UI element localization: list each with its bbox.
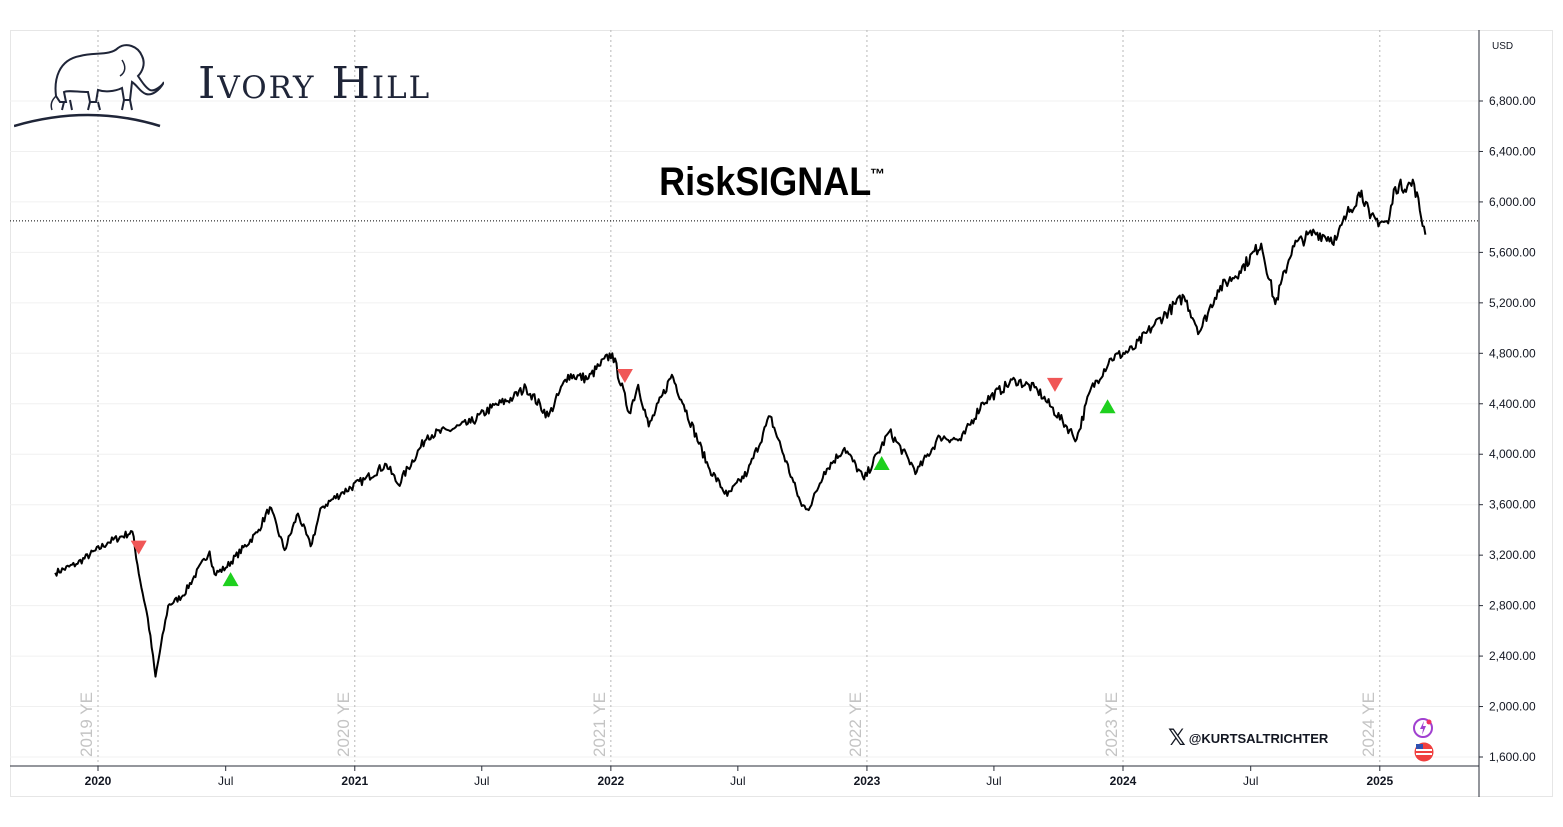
x-tick-label: Jul <box>730 774 745 788</box>
year-end-label: 2024 YE <box>1359 692 1378 757</box>
y-tick-label: 2,000.00 <box>1489 700 1536 714</box>
chart-title: RiskSIGNAL <box>659 160 872 204</box>
lightning-icon[interactable] <box>1413 718 1433 738</box>
x-tick-label: 2021 <box>341 774 368 788</box>
y-tick-label: 3,200.00 <box>1489 548 1536 562</box>
y-tick-label: 4,800.00 <box>1489 346 1536 360</box>
x-tick-label: 2020 <box>85 774 112 788</box>
side-icons[interactable] <box>1412 716 1436 764</box>
y-tick-label: 6,000.00 <box>1489 195 1536 209</box>
x-tick-label: Jul <box>474 774 489 788</box>
buy-signal-marker[interactable] <box>873 456 890 471</box>
buy-signal-marker[interactable] <box>222 572 239 587</box>
brand-name: Ivory Hill <box>198 58 432 109</box>
buy-signal-marker[interactable] <box>1099 399 1116 414</box>
y-tick-label: 5,200.00 <box>1489 296 1536 310</box>
y-tick-label: 2,400.00 <box>1489 649 1536 663</box>
social-handle[interactable]: 𝕏 @KURTSALTRICHTER <box>1168 725 1329 750</box>
year-end-label: 2021 YE <box>590 692 609 757</box>
y-tick-label: 3,600.00 <box>1489 498 1536 512</box>
sell-signal-marker[interactable] <box>130 540 147 555</box>
x-tick-label: 2023 <box>854 774 881 788</box>
x-tick-label: 2022 <box>598 774 625 788</box>
year-end-label: 2019 YE <box>77 692 96 757</box>
handle-text: @KURTSALTRICHTER <box>1188 730 1329 746</box>
currency-label: USD <box>1492 41 1514 52</box>
year-end-label: 2020 YE <box>334 692 353 757</box>
brand-logo <box>13 38 165 135</box>
x-logo-icon: 𝕏 <box>1168 725 1186 750</box>
x-tick-label: 2024 <box>1110 774 1137 788</box>
y-tick-label: 4,000.00 <box>1489 447 1536 461</box>
trademark-mark: ™ <box>870 166 885 183</box>
sell-signal-marker[interactable] <box>616 369 633 384</box>
x-tick-label: Jul <box>986 774 1001 788</box>
x-tick-label: Jul <box>218 774 233 788</box>
y-tick-label: 2,800.00 <box>1489 599 1536 613</box>
year-end-label: 2022 YE <box>846 692 865 757</box>
y-tick-label: 1,600.00 <box>1489 750 1536 764</box>
y-tick-label: 5,600.00 <box>1489 245 1536 259</box>
y-tick-label: 4,400.00 <box>1489 397 1536 411</box>
year-end-label: 2023 YE <box>1102 692 1121 757</box>
y-tick-label: 6,800.00 <box>1489 94 1536 108</box>
chart-frame <box>10 30 1553 797</box>
x-tick-label: 2025 <box>1366 774 1393 788</box>
us-flag-icon[interactable] <box>1414 742 1434 762</box>
sell-signal-marker[interactable] <box>1046 377 1063 392</box>
elephant-logo-icon <box>13 44 165 128</box>
x-tick-label: Jul <box>1243 774 1258 788</box>
y-tick-label: 6,400.00 <box>1489 144 1536 158</box>
price-series-line[interactable] <box>54 178 1427 678</box>
